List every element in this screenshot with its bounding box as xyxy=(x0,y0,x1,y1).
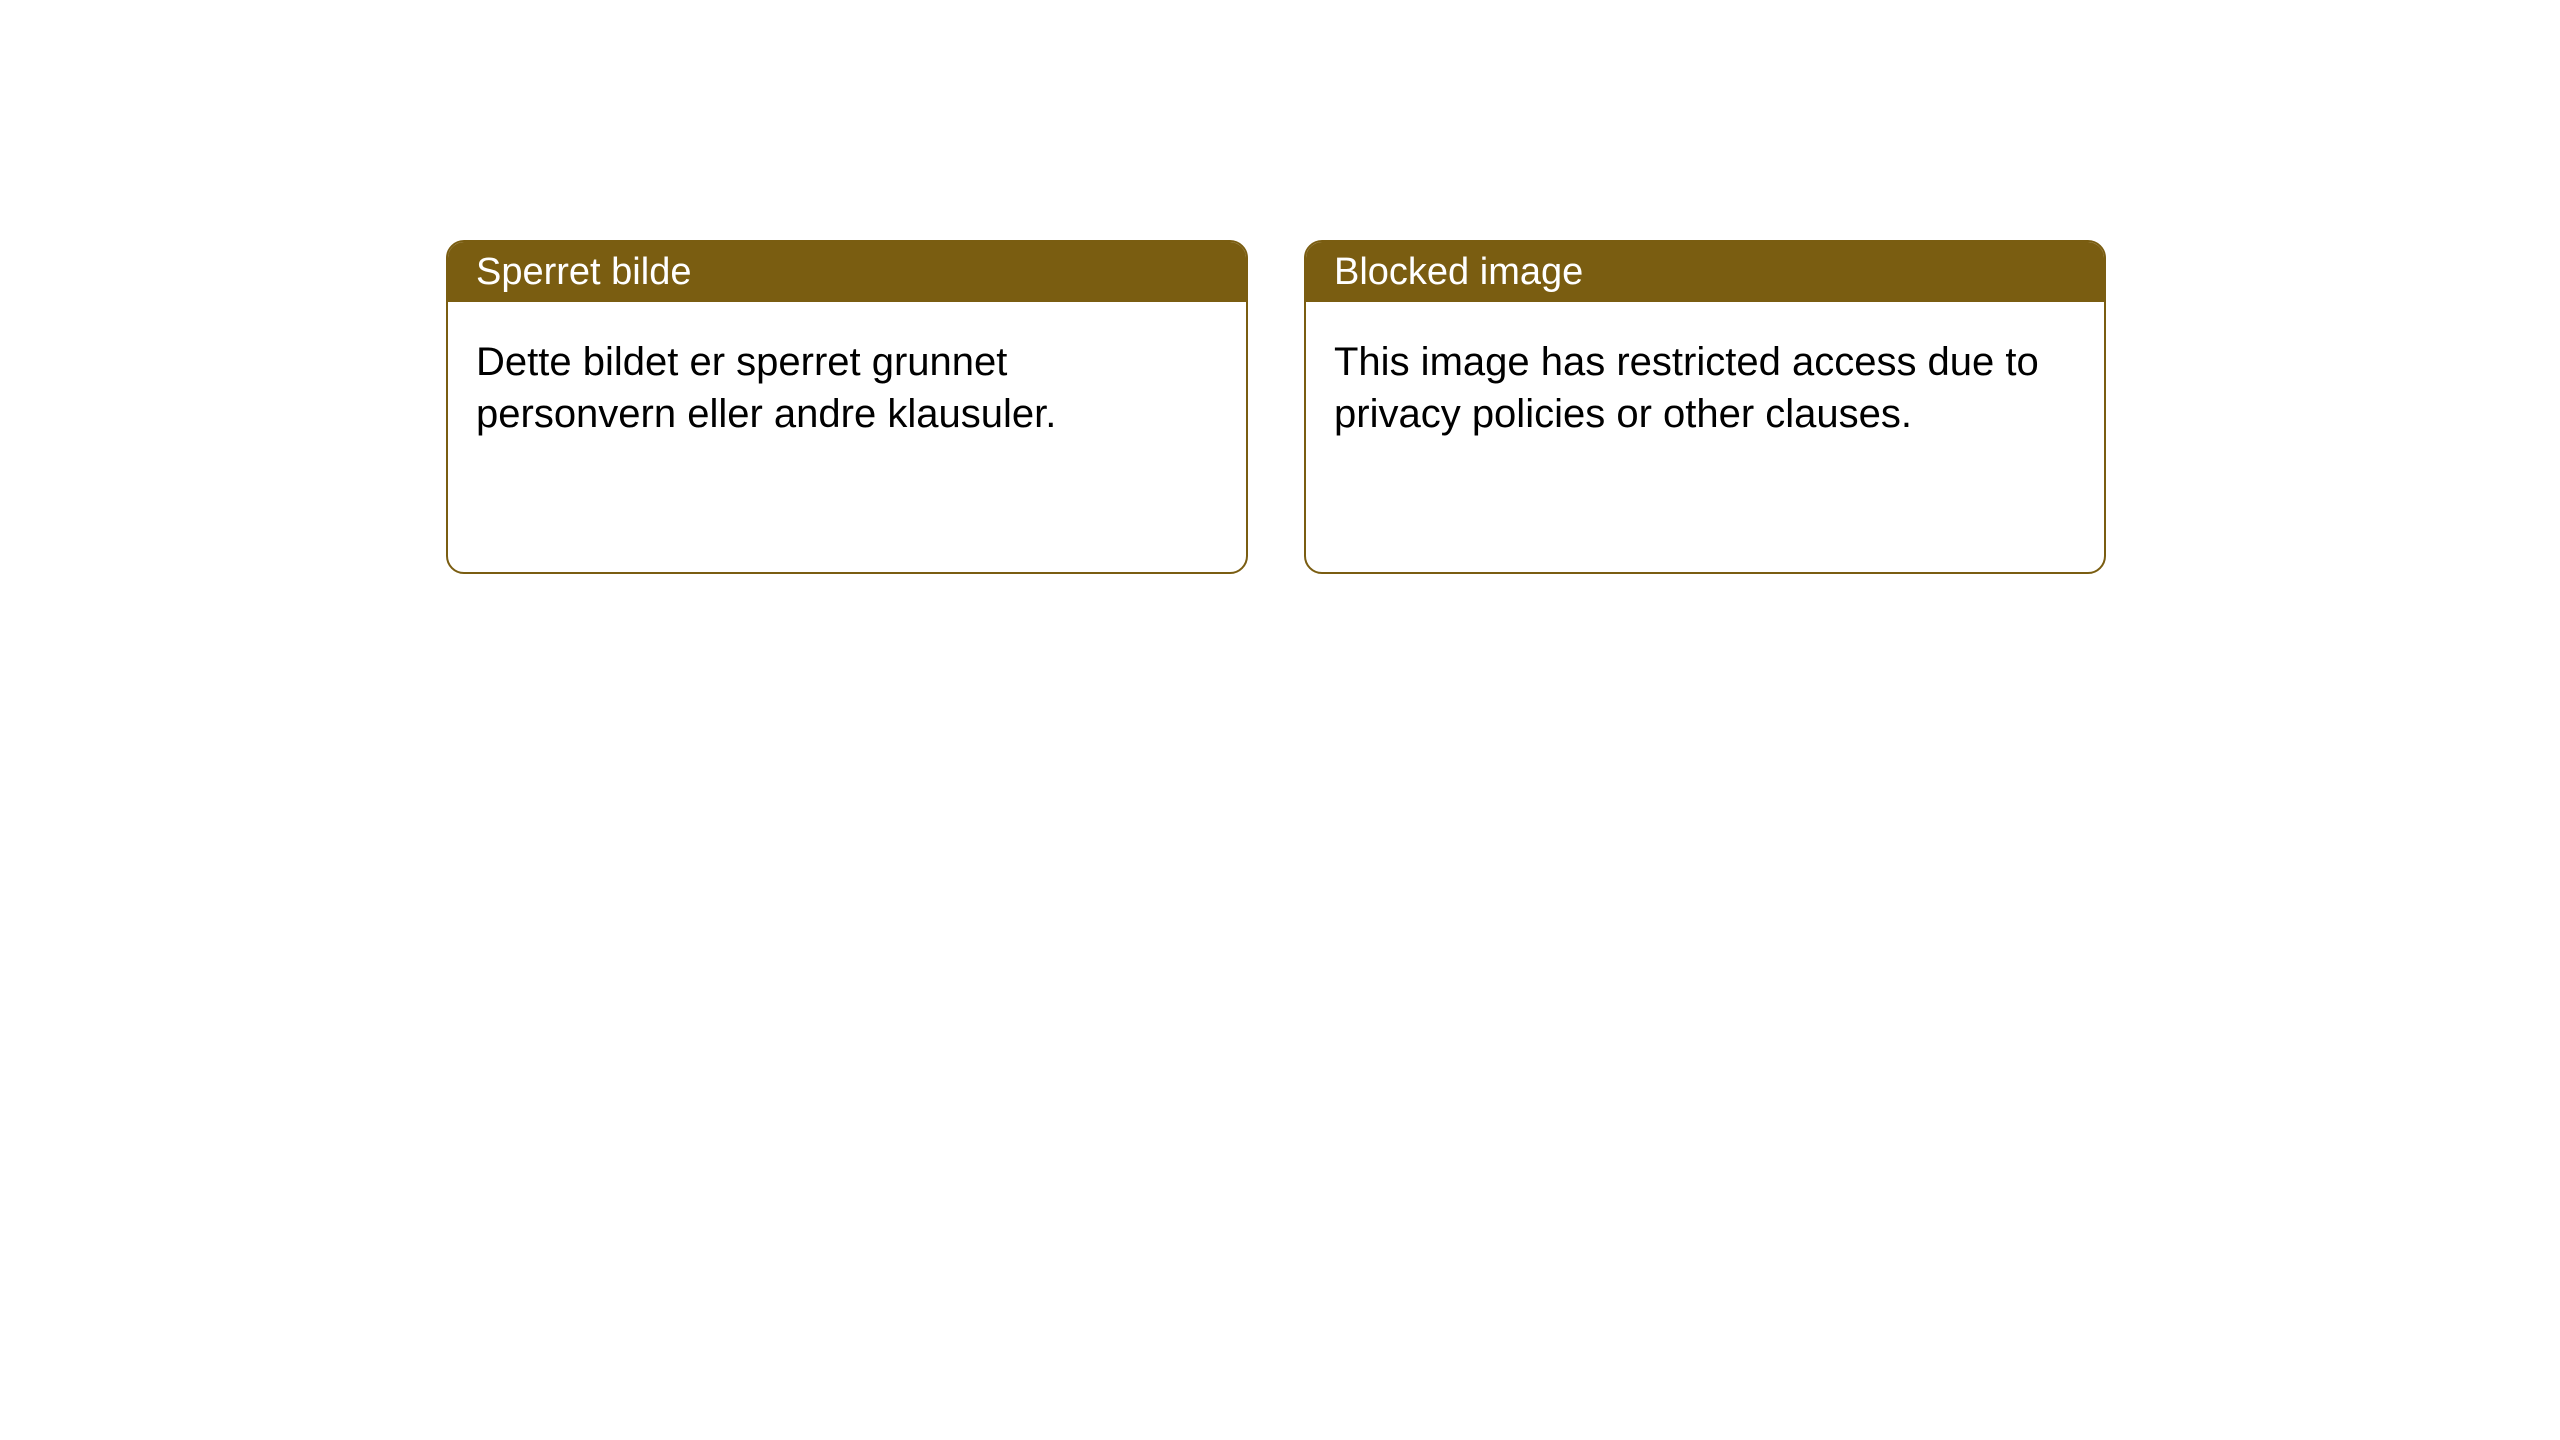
card-title: Blocked image xyxy=(1334,251,1583,294)
card-body: Dette bildet er sperret grunnet personve… xyxy=(448,302,1246,474)
card-title: Sperret bilde xyxy=(476,251,691,294)
notice-card-norwegian: Sperret bilde Dette bildet er sperret gr… xyxy=(446,240,1248,574)
card-header: Sperret bilde xyxy=(448,242,1246,302)
notice-card-english: Blocked image This image has restricted … xyxy=(1304,240,2106,574)
notice-cards-container: Sperret bilde Dette bildet er sperret gr… xyxy=(446,240,2106,574)
card-body-text: Dette bildet er sperret grunnet personve… xyxy=(476,340,1056,436)
card-body-text: This image has restricted access due to … xyxy=(1334,340,2039,436)
card-header: Blocked image xyxy=(1306,242,2104,302)
card-body: This image has restricted access due to … xyxy=(1306,302,2104,474)
